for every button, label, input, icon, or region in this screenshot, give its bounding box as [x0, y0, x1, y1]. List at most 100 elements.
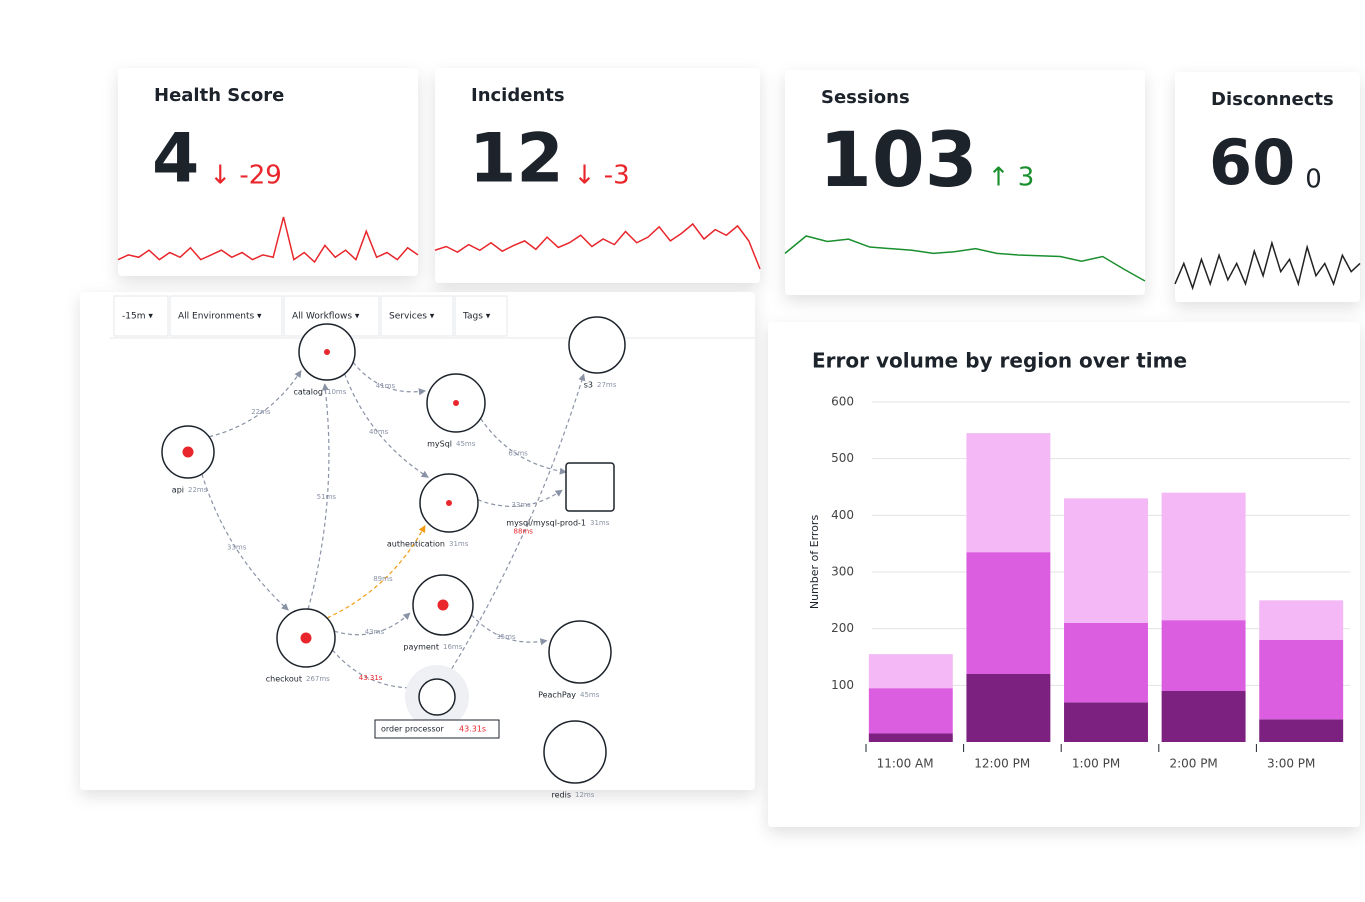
- node-alert: [446, 500, 452, 506]
- bar-segment: [966, 433, 1051, 553]
- edge-label: 43ms: [365, 628, 385, 636]
- node-label: api: [172, 486, 184, 495]
- edge: [470, 614, 548, 646]
- card-title: Health Score: [154, 85, 284, 106]
- node-latency: 31ms: [449, 540, 469, 548]
- edge-label: 40ms: [369, 428, 389, 436]
- filter-label[interactable]: All Workflows ▾: [292, 312, 360, 322]
- edge: [477, 489, 563, 507]
- node: [543, 720, 607, 784]
- node-latency: 16ms: [443, 643, 463, 651]
- filter-button[interactable]: [380, 295, 454, 337]
- x-tick-label: 12:00 PM: [974, 757, 1030, 771]
- node-latency: 12ms: [575, 791, 595, 799]
- card-title: Sessions: [821, 87, 910, 108]
- edge-label: 65ms: [508, 450, 528, 458]
- y-tick-label: 500: [831, 451, 854, 465]
- card-delta: ↓ -3: [574, 161, 630, 191]
- bar-segment: [1064, 498, 1148, 623]
- bar-segment: [1064, 702, 1148, 742]
- node-label: mysql/mysql-prod-1: [506, 519, 586, 528]
- y-tick-label: 100: [831, 678, 854, 692]
- bar-segment: [868, 654, 953, 689]
- node-latency: 267ms: [306, 675, 330, 683]
- filter-button[interactable]: [113, 295, 169, 337]
- edge-label: 51ms: [317, 493, 337, 501]
- card-bg: [435, 68, 760, 283]
- bar-segment: [966, 552, 1051, 674]
- edge-label: 33ms: [227, 543, 247, 551]
- node: [565, 462, 615, 512]
- node-alert: [300, 632, 312, 644]
- edge: [480, 418, 567, 475]
- bar-segment: [1161, 492, 1246, 621]
- node-latency: 43.31s: [459, 725, 486, 734]
- edge-label: 41ms: [376, 382, 396, 390]
- x-tick-label: 1:00 PM: [1072, 757, 1120, 771]
- filter-label[interactable]: Tags ▾: [462, 312, 491, 322]
- node-label: checkout: [266, 675, 302, 684]
- card-title: Incidents: [471, 85, 565, 106]
- node: [568, 316, 626, 374]
- card-bg: [1175, 72, 1360, 302]
- edge: [352, 361, 427, 396]
- node-latency: 10ms: [327, 388, 347, 396]
- sparkline: [784, 235, 1146, 282]
- x-tick-label: 2:00 PM: [1169, 757, 1217, 771]
- filter-label[interactable]: All Environments ▾: [178, 312, 262, 322]
- kpi-card: Disconnects 60 0: [1174, 72, 1361, 302]
- node-label: payment: [403, 643, 439, 652]
- card-value: 12: [469, 120, 564, 199]
- bar-segment: [1259, 640, 1344, 720]
- card-title: Disconnects: [1211, 89, 1334, 110]
- kpi-card: Incidents 12 ↓ -3: [434, 68, 761, 283]
- kpi-card: Sessions 103 ↑ 3: [784, 70, 1146, 295]
- edge: [443, 373, 586, 681]
- filter-label[interactable]: -15m ▾: [122, 312, 153, 322]
- bar-segment: [1259, 719, 1344, 742]
- chart-panel: Error volume by region over time Number o…: [768, 322, 1360, 827]
- edge: [208, 370, 302, 438]
- card-delta: ↓ -29: [209, 161, 282, 191]
- bar-segment: [868, 733, 953, 742]
- node-label: authentication: [387, 540, 445, 549]
- node-latency: 31ms: [590, 519, 610, 527]
- filter-button[interactable]: [169, 295, 283, 337]
- node-label: order processor: [381, 725, 445, 734]
- service-map: -15m ▾ All Environments ▾ All Workflows ▾ S…: [80, 292, 755, 800]
- node-alert: [437, 599, 449, 611]
- card-value: 4: [152, 120, 199, 199]
- card-bg: [118, 68, 418, 276]
- card-value: 103: [819, 115, 978, 204]
- bar-segment: [1161, 620, 1246, 691]
- node-label: mySql: [427, 440, 452, 449]
- bar-segment: [868, 688, 953, 734]
- edge: [334, 612, 411, 636]
- node-label-box: [374, 719, 500, 739]
- edge-label: 43.31s: [359, 674, 383, 682]
- node-latency: 27ms: [597, 381, 617, 389]
- filter-button[interactable]: [454, 295, 508, 337]
- filter-label[interactable]: Services ▾: [389, 312, 435, 322]
- edge-label: 33ms: [511, 501, 531, 509]
- node-alert: [182, 446, 194, 458]
- edge: [307, 383, 330, 610]
- node: [548, 620, 612, 684]
- bar-segment: [1161, 691, 1246, 742]
- card-delta: ↑ 3: [988, 163, 1035, 193]
- chart-title: Error volume by region over time: [812, 349, 1187, 373]
- x-tick-label: 3:00 PM: [1267, 757, 1315, 771]
- y-tick-label: 400: [831, 508, 854, 522]
- edge-label: 35ms: [496, 633, 516, 641]
- node-label: PeachPay: [538, 691, 576, 700]
- sparkline: [434, 222, 761, 270]
- node-label: catalog: [293, 388, 323, 397]
- y-tick-label: 200: [831, 621, 854, 635]
- edge-label: 22ms: [251, 408, 271, 416]
- card-value: 60: [1209, 126, 1295, 199]
- node-latency: 45ms: [456, 440, 476, 448]
- bar-segment: [1064, 623, 1148, 703]
- sparkline: [117, 216, 419, 264]
